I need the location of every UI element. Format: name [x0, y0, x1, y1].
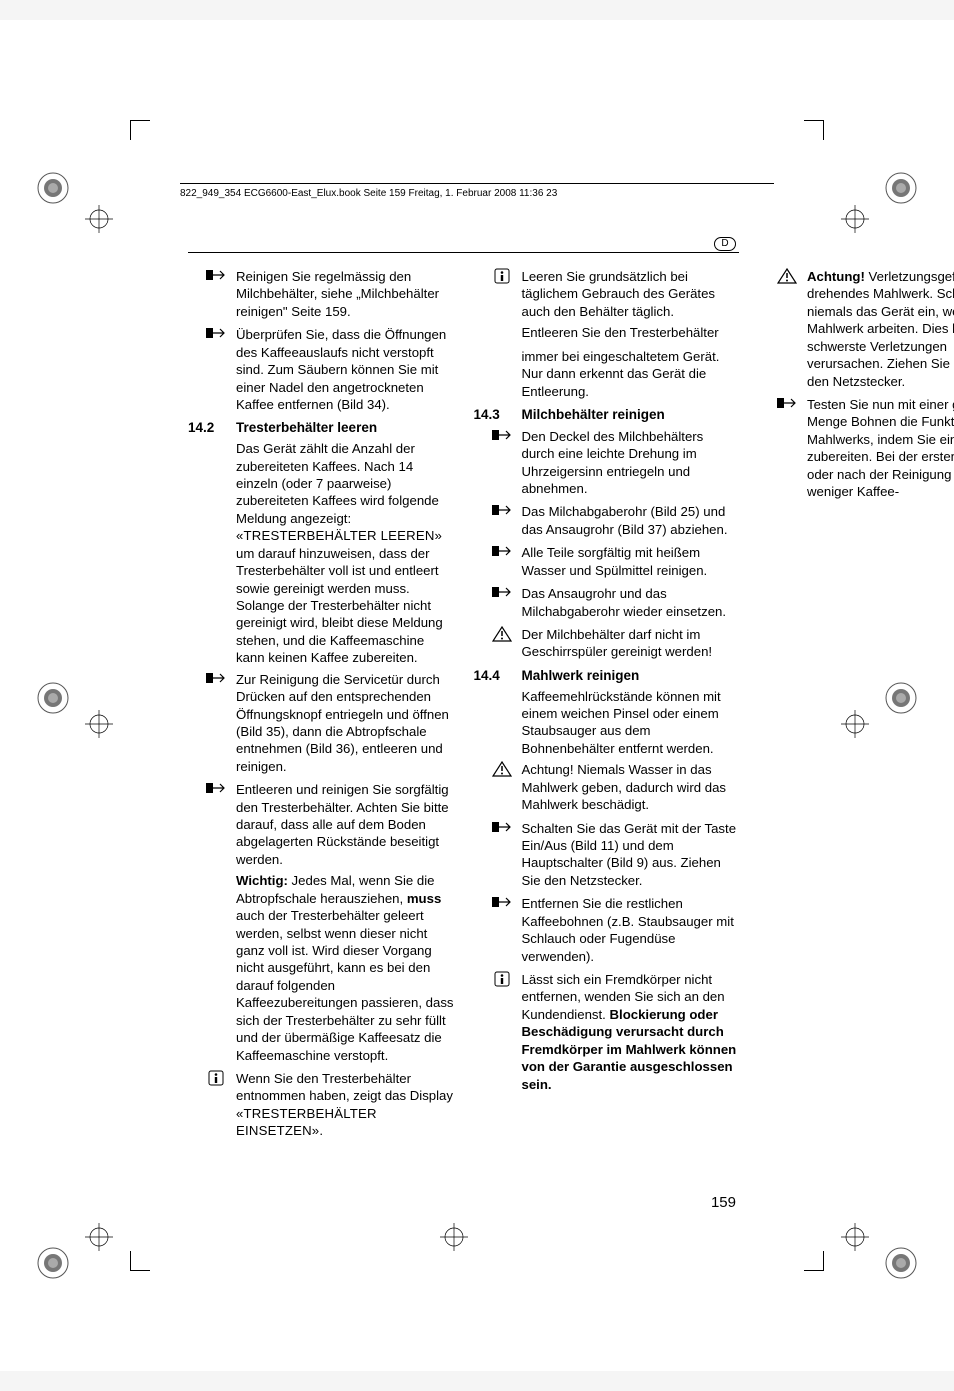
warning-text: Achtung! Verletzungsgefahr durch drehend… — [807, 269, 954, 389]
crop-mark — [804, 120, 824, 140]
info-item: Lässt sich ein Fremdkörper nicht entfern… — [474, 971, 740, 1093]
instruction-item: Reinigen Sie regelmässig den Milchbehält… — [188, 268, 454, 320]
instruction-item: Alle Teile sorgfältig mit heißem Wasser … — [474, 544, 740, 579]
warning-icon — [777, 268, 801, 284]
info-icon — [206, 1070, 230, 1086]
registration-target-icon — [883, 680, 919, 716]
instruction-item: Den Deckel des Milchbehälters durch eine… — [474, 428, 740, 498]
info-text: Wenn Sie den Tresterbehälter entnommen h… — [236, 1071, 453, 1138]
instruction-item: Zur Reinigung die Servicetür durch Drück… — [188, 671, 454, 776]
language-badge: D — [714, 237, 736, 251]
info-text: Lässt sich ein Fremdkörper nicht entfern… — [522, 972, 737, 1092]
hand-point-icon — [492, 820, 516, 836]
section-heading: 14.3 Milchbehälter reinigen — [474, 406, 740, 424]
instruction-text: Das Ansaugrohr und das Milchabgaberohr w… — [522, 586, 727, 618]
info-item: Leeren Sie grundsätzlich bei täglichem G… — [474, 268, 740, 342]
instruction-text: Entfernen Sie die restlichen Kaffeebohne… — [522, 896, 734, 963]
header-rule — [180, 183, 774, 184]
info-icon — [492, 268, 516, 284]
info-text-cont: Entleeren Sie den Tresterbehälter — [522, 324, 740, 341]
registration-target-icon — [883, 1245, 919, 1281]
info-icon — [492, 971, 516, 987]
crosshair-icon — [841, 1223, 869, 1251]
instruction-item: Entfernen Sie die restlichen Kaffeebohne… — [474, 895, 740, 965]
section-heading: 14.2 Tresterbehälter leeren Das Gerät zä… — [188, 419, 454, 666]
section-number: 14.3 — [474, 406, 500, 424]
instruction-item: Das Ansaugrohr und das Milchabgaberohr w… — [474, 585, 740, 620]
warning-text: Achtung! Niemals Wasser in das Mahlwerk … — [522, 762, 727, 812]
hand-point-icon — [206, 671, 230, 687]
instruction-text: Das Milchabgaberohr (Bild 25) und das An… — [522, 504, 728, 536]
crop-mark — [130, 1251, 150, 1271]
warning-item: Achtung! Verletzungsgefahr durch drehend… — [759, 268, 954, 390]
instruction-text: Entleeren und reinigen Sie sorgfältig de… — [236, 782, 449, 867]
instruction-item: Das Milchabgaberohr (Bild 25) und das An… — [474, 503, 740, 538]
instruction-text: Reinigen Sie regelmässig den Milchbehält… — [236, 269, 439, 319]
hand-point-icon — [492, 895, 516, 911]
hand-point-icon — [492, 544, 516, 560]
registration-target-icon — [35, 680, 71, 716]
warning-icon — [492, 626, 516, 642]
continuation-text: immer bei eingeschaltetem Gerät. Nur dan… — [474, 348, 740, 400]
info-item: Wenn Sie den Tresterbehälter entnommen h… — [188, 1070, 454, 1140]
section-body: Das Gerät zählt die Anzahl der zubereite… — [236, 440, 454, 666]
hand-point-icon — [492, 585, 516, 601]
hand-point-icon — [206, 326, 230, 342]
crosshair-icon — [841, 710, 869, 738]
warning-text: Der Milchbehälter darf nicht im Geschirr… — [522, 627, 713, 659]
warning-item: Der Milchbehälter darf nicht im Geschirr… — [474, 626, 740, 661]
manual-page: 822_949_354 ECG6600-East_Elux.book Seite… — [0, 20, 954, 1371]
page-number: 159 — [711, 1194, 736, 1211]
registration-target-icon — [35, 1245, 71, 1281]
crop-mark — [804, 1251, 824, 1271]
instruction-text: Schalten Sie das Gerät mit der Taste Ein… — [522, 821, 737, 888]
header-meta: 822_949_354 ECG6600-East_Elux.book Seite… — [180, 188, 557, 199]
registration-target-icon — [883, 170, 919, 206]
instruction-text: Testen Sie nun mit einer geringen Menge … — [807, 397, 954, 499]
instruction-note: Wichtig: Jedes Mal, wenn Sie die Abtropf… — [236, 872, 454, 1064]
crosshair-icon — [841, 205, 869, 233]
instruction-item: Testen Sie nun mit einer geringen Menge … — [759, 396, 954, 501]
instruction-item: Schalten Sie das Gerät mit der Taste Ein… — [474, 820, 740, 890]
hand-point-icon — [206, 268, 230, 284]
instruction-item: Überprüfen Sie, dass die Öffnungen des K… — [188, 326, 454, 413]
warning-icon — [492, 761, 516, 777]
section-body: Kaffeemehlrückstände können mit einem we… — [522, 688, 740, 758]
hand-point-icon — [492, 503, 516, 519]
crosshair-icon — [85, 205, 113, 233]
registration-target-icon — [35, 170, 71, 206]
section-title: Tresterbehälter leeren — [236, 420, 377, 435]
crop-mark — [130, 120, 150, 140]
hand-point-icon — [777, 396, 801, 412]
hand-point-icon — [492, 428, 516, 444]
crosshair-icon — [440, 1223, 468, 1251]
section-heading: 14.4 Mahlwerk reinigen Kaffeemehlrückstä… — [474, 667, 740, 758]
info-text: Leeren Sie grundsätzlich bei täglichem G… — [522, 269, 716, 319]
crosshair-icon — [85, 710, 113, 738]
hand-point-icon — [206, 781, 230, 797]
warning-item: Achtung! Niemals Wasser in das Mahlwerk … — [474, 761, 740, 813]
content-columns: Reinigen Sie regelmässig den Milchbehält… — [188, 268, 739, 1181]
instruction-text: Zur Reinigung die Servicetür durch Drück… — [236, 672, 449, 774]
section-title: Milchbehälter reinigen — [522, 407, 665, 422]
section-title: Mahlwerk reinigen — [522, 668, 640, 683]
instruction-item: Entleeren und reinigen Sie sorgfältig de… — [188, 781, 454, 1064]
section-number: 14.4 — [474, 667, 500, 685]
section-number: 14.2 — [188, 419, 214, 437]
instruction-text: Alle Teile sorgfältig mit heißem Wasser … — [522, 545, 708, 577]
content-rule — [188, 252, 739, 253]
crosshair-icon — [85, 1223, 113, 1251]
instruction-text: Überprüfen Sie, dass die Öffnungen des K… — [236, 327, 446, 412]
instruction-text: Den Deckel des Milchbehälters durch eine… — [522, 429, 704, 496]
